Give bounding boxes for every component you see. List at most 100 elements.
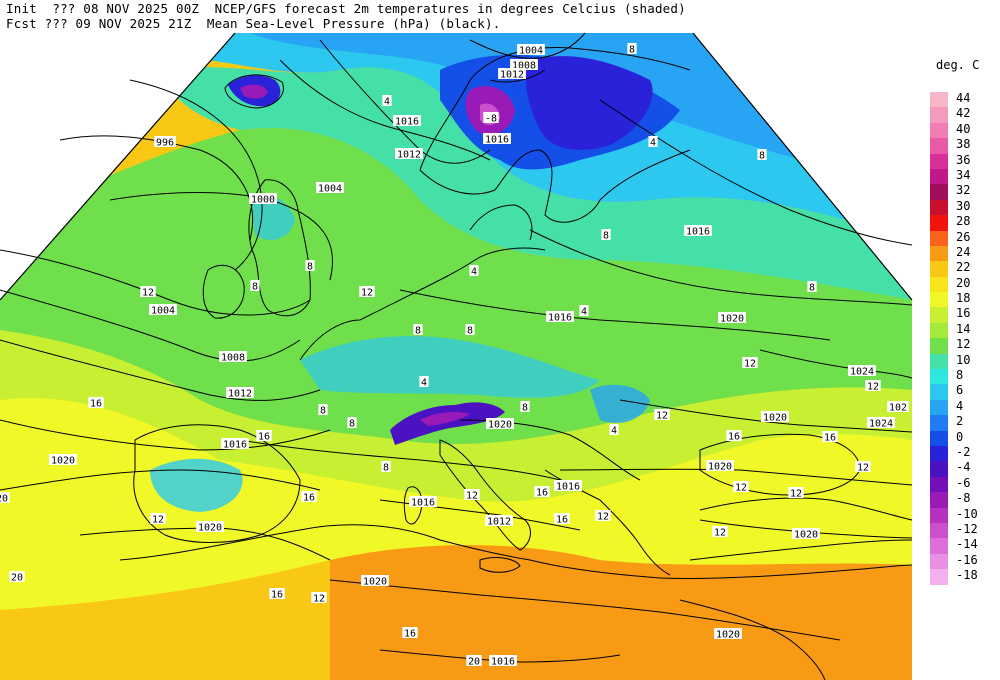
temperature-label: 4 <box>650 138 656 149</box>
legend-label: 34 <box>956 167 971 182</box>
isobar-label: 1012 <box>228 389 252 400</box>
legend-swatch: 2 <box>930 415 963 431</box>
isobar-label: 1008 <box>512 61 536 72</box>
temperature-label: 12 <box>142 288 154 299</box>
temperature-label-bg <box>359 286 375 297</box>
isobar-label-bg <box>887 401 909 412</box>
legend-label: 2 <box>956 414 964 429</box>
legend-swatch: 28 <box>930 215 970 231</box>
legend-swatch: 18 <box>930 292 970 308</box>
legend-swatch: 26 <box>930 230 970 246</box>
legend-label: 18 <box>956 291 971 306</box>
temperature-label: 12 <box>656 411 668 422</box>
temperature-label-bg <box>464 489 480 500</box>
isobar-label-bg <box>49 454 77 465</box>
temperature-label: 16 <box>271 590 283 601</box>
temperature-label: 16 <box>404 629 416 640</box>
temperature-label-bg <box>579 305 589 316</box>
temperature-label: 12 <box>361 288 373 299</box>
temperature-label-bg <box>648 136 658 147</box>
temperature-label-bg <box>469 265 479 276</box>
legend-label: 32 <box>956 183 971 198</box>
isobar-label: 1004 <box>519 46 543 57</box>
legend-swatch: 16 <box>930 307 970 323</box>
isobar-label-bg <box>221 438 249 449</box>
isobar-label: 1016 <box>223 440 247 451</box>
temperature-label: 16 <box>536 488 548 499</box>
temperature-label-bg <box>347 417 357 428</box>
temperature-label-bg <box>757 149 767 160</box>
legend-swatch: -8 <box>930 492 970 508</box>
temperature-label: 16 <box>824 433 836 444</box>
temperature-label: 4 <box>611 426 617 437</box>
isobars <box>0 32 913 680</box>
legend-label: -14 <box>956 537 978 552</box>
temperature-legend: 44 42 40 38 36 34 32 30 28 26 24 22 20 18 16 14 12 10 8 6 4 2… <box>930 92 978 585</box>
temperature-pressure-map: 9961000100410041008101210161012101610041… <box>0 32 913 680</box>
isobar-label: 1016 <box>491 657 515 668</box>
isobar-label-bg <box>361 575 389 586</box>
isobar-label: 1012 <box>487 517 511 528</box>
temperature-label-bg <box>520 401 530 412</box>
isobar-labels: 9961000100410041008101210161012101610041… <box>49 44 909 668</box>
temperature-label-bg <box>726 430 742 441</box>
temperature-label: 8 <box>467 326 473 337</box>
legend-swatch: 24 <box>930 245 970 262</box>
isobar-label: 1020 <box>198 523 222 534</box>
isobar-label: 1020 <box>51 456 75 467</box>
isobar-label-bg <box>483 133 511 144</box>
isobar-label: 996 <box>156 138 174 149</box>
temperature-label: 4 <box>581 307 587 318</box>
temperature-label: 4 <box>384 97 390 108</box>
legend-swatch: -2 <box>930 445 970 462</box>
isobar-label-bg <box>316 182 344 193</box>
temperature-label: 20 <box>468 657 480 668</box>
forecast-valid-header: Fcst ??? 09 NOV 2025 21Z Mean Sea-Level … <box>6 16 501 31</box>
temperature-label: 8 <box>307 262 313 273</box>
temperature-label-bg <box>419 376 429 387</box>
legend-label: 44 <box>956 91 971 105</box>
legend-swatch: 40 <box>930 122 970 139</box>
legend-swatch: 0 <box>930 430 963 446</box>
temperature-label-bg <box>595 510 611 521</box>
legend-label: 0 <box>956 429 964 444</box>
legend-label: 26 <box>956 229 971 244</box>
legend-label: 12 <box>956 337 971 352</box>
isobar-label-bg <box>554 480 582 491</box>
legend-label: 36 <box>956 152 971 167</box>
legend-swatch: -6 <box>930 476 970 493</box>
temperature-label: 8 <box>759 151 765 162</box>
temperature-label-bg <box>788 487 804 498</box>
legend-label: 8 <box>956 368 964 383</box>
temperature-label: 4 <box>471 267 477 278</box>
legend-swatch: -12 <box>930 522 978 539</box>
temperature-label-bg <box>250 280 260 291</box>
legend-swatch: -14 <box>930 538 978 554</box>
isobar-label-bg <box>395 148 423 159</box>
isobar-label-bg <box>149 304 177 315</box>
isobar-label: 1020 <box>708 462 732 473</box>
temperature-label-bg <box>88 397 104 408</box>
temperature-label-bg <box>466 655 482 666</box>
isobar-label: 1012 <box>397 150 421 161</box>
legend-label: 14 <box>956 321 971 336</box>
isobar-label-bg <box>498 68 526 79</box>
isobar-label: 1004 <box>318 184 342 195</box>
temperature-label-bg <box>534 486 550 497</box>
isobar-label: 1016 <box>485 135 509 146</box>
temperature-label-bg <box>609 424 619 435</box>
isobar-label: 1016 <box>686 227 710 238</box>
legend-label: -18 <box>956 568 978 583</box>
isobar-label-bg <box>196 521 224 532</box>
isobar-label-bg <box>489 655 517 666</box>
legend-swatch: -16 <box>930 553 978 570</box>
legend-label: 16 <box>956 306 971 321</box>
temperature-label-bg <box>712 526 728 537</box>
isobar-label-bg <box>517 44 545 55</box>
isobar-label: 1016 <box>556 482 580 493</box>
temperature-label-bg <box>301 491 317 502</box>
temperature-labels: 4 -8 12 12 8 8 4 8 8 4 8 16 16 8 8 4 8 12 16 12 12 16 12 16 12 12… <box>0 43 881 668</box>
isobar-label-bg <box>792 528 820 539</box>
isobar-label: 1020 <box>794 530 818 541</box>
legend-label: 28 <box>956 214 971 229</box>
